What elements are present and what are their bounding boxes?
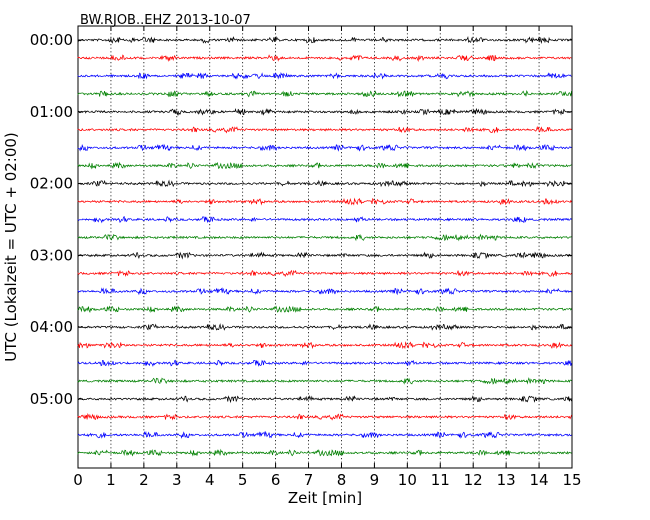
plot-frame <box>77 25 573 469</box>
x-tick-label-11: 11 <box>431 471 450 489</box>
x-tick-label-9: 9 <box>370 471 380 489</box>
y-tick-label-1: 01:00 <box>30 103 73 121</box>
trace-row-11 <box>77 233 572 242</box>
trace-row-3 <box>77 89 572 98</box>
x-tick-label-6: 6 <box>271 471 281 489</box>
trace-row-22 <box>77 430 572 439</box>
trace-row-0 <box>77 35 572 45</box>
trace-row-2 <box>77 72 572 80</box>
trace-row-7 <box>77 161 572 170</box>
trace-row-19 <box>77 377 572 386</box>
x-tick-label-10: 10 <box>398 471 417 489</box>
x-tick-label-8: 8 <box>337 471 347 489</box>
trace-row-1 <box>77 54 572 63</box>
y-tick-label-3: 03:00 <box>30 246 73 264</box>
trace-row-4 <box>77 107 572 116</box>
x-tick-label-2: 2 <box>139 471 149 489</box>
x-tick-label-0: 0 <box>73 471 83 489</box>
y-tick-label-0: 00:00 <box>30 31 73 49</box>
trace-row-17 <box>77 341 572 350</box>
trace-row-15 <box>77 305 572 314</box>
trace-row-9 <box>77 197 572 206</box>
trace-row-23 <box>77 448 572 457</box>
trace-row-14 <box>77 287 572 296</box>
x-tick-label-7: 7 <box>304 471 314 489</box>
x-axis-title: Zeit [min] <box>288 489 362 507</box>
trace-row-16 <box>77 323 572 331</box>
x-tick-label-3: 3 <box>172 471 182 489</box>
x-tick-label-4: 4 <box>205 471 215 489</box>
x-tick-label-1: 1 <box>106 471 116 489</box>
x-tick-label-5: 5 <box>238 471 248 489</box>
x-tick-label-15: 15 <box>562 471 581 489</box>
y-axis-ticks: 00:00 01:00 02:00 03:00 04:00 05:00 <box>30 31 572 408</box>
y-tick-label-2: 02:00 <box>30 175 73 193</box>
y-axis-title: UTC (Lokalzeit = UTC + 02:00) <box>2 132 20 362</box>
trace-row-6 <box>77 143 572 152</box>
x-tick-label-12: 12 <box>464 471 483 489</box>
trace-row-10 <box>77 216 572 224</box>
trace-row-20 <box>77 395 572 404</box>
trace-row-13 <box>77 269 572 278</box>
chart-title: BW.RJOB..EHZ 2013-10-07 <box>80 13 251 28</box>
trace-row-8 <box>77 179 572 188</box>
trace-row-18 <box>77 359 572 367</box>
y-tick-label-5: 05:00 <box>30 390 73 408</box>
trace-row-21 <box>77 413 572 421</box>
x-tick-label-13: 13 <box>497 471 516 489</box>
grid-lines <box>110 26 540 468</box>
trace-row-5 <box>77 125 572 134</box>
y-tick-label-4: 04:00 <box>30 318 73 336</box>
trace-row-12 <box>77 251 572 260</box>
seismic-traces <box>77 35 572 457</box>
x-tick-label-14: 14 <box>530 471 549 489</box>
x-axis-ticks: 0 1 2 3 4 5 6 7 8 9 10 11 12 13 14 15 <box>73 26 582 489</box>
